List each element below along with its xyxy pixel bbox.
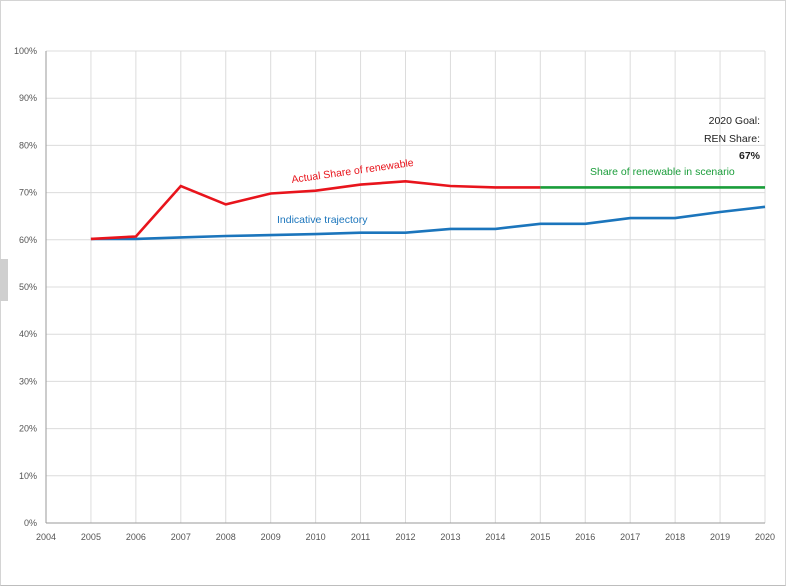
goal-annotation-line2: REN Share:: [704, 133, 760, 145]
x-tick-label: 2016: [575, 532, 595, 542]
x-tick-label: 2014: [485, 532, 505, 542]
y-tick-label: 60%: [19, 235, 37, 245]
x-tick-label: 2017: [620, 532, 640, 542]
y-tick-label: 0%: [24, 518, 37, 528]
chart-tick-labels: 2004 2005 2006 2007 2008 2009 2010 2011 2012 2013…: [14, 46, 775, 542]
y-tick-label: 10%: [19, 471, 37, 481]
x-tick-label: 2011: [351, 532, 370, 542]
x-tick-label: 2007: [171, 532, 191, 542]
series-line-actual: [90, 179, 541, 241]
x-tick-label: 2006: [126, 532, 146, 542]
chart-series: [90, 179, 766, 241]
y-tick-label: 50%: [19, 282, 37, 292]
y-tick-label: 90%: [19, 93, 37, 103]
x-tick-label: 2013: [440, 532, 460, 542]
x-tick-label: 2009: [261, 532, 281, 542]
window-edge-tab: [0, 259, 8, 301]
x-tick-label: 2008: [216, 532, 236, 542]
series-line-trajectory: [90, 205, 766, 241]
x-tick-label: 2018: [665, 532, 685, 542]
x-tick-label: 2010: [306, 532, 326, 542]
goal-annotation-value: 67%: [739, 150, 761, 162]
series-label-trajectory: Indicative trajectory: [277, 214, 368, 226]
x-tick-label: 2019: [710, 532, 730, 542]
goal-annotation-line1: 2020 Goal:: [709, 115, 760, 127]
chart-axes: [45, 51, 765, 524]
x-tick-label: 2004: [36, 532, 56, 542]
y-tick-label: 80%: [19, 140, 37, 150]
x-tick-label: 2012: [395, 532, 415, 542]
y-tick-label: 100%: [14, 46, 37, 56]
y-tick-label: 70%: [19, 188, 37, 198]
y-tick-label: 30%: [19, 376, 37, 386]
y-tick-label: 20%: [19, 424, 37, 434]
y-tick-label: 40%: [19, 329, 37, 339]
series-label-scenario: Share of renewable in scenario: [590, 166, 735, 178]
x-tick-label: 2020: [755, 532, 775, 542]
x-tick-label: 2015: [530, 532, 550, 542]
x-tick-label: 2005: [81, 532, 101, 542]
chart-grid: [46, 50, 766, 523]
